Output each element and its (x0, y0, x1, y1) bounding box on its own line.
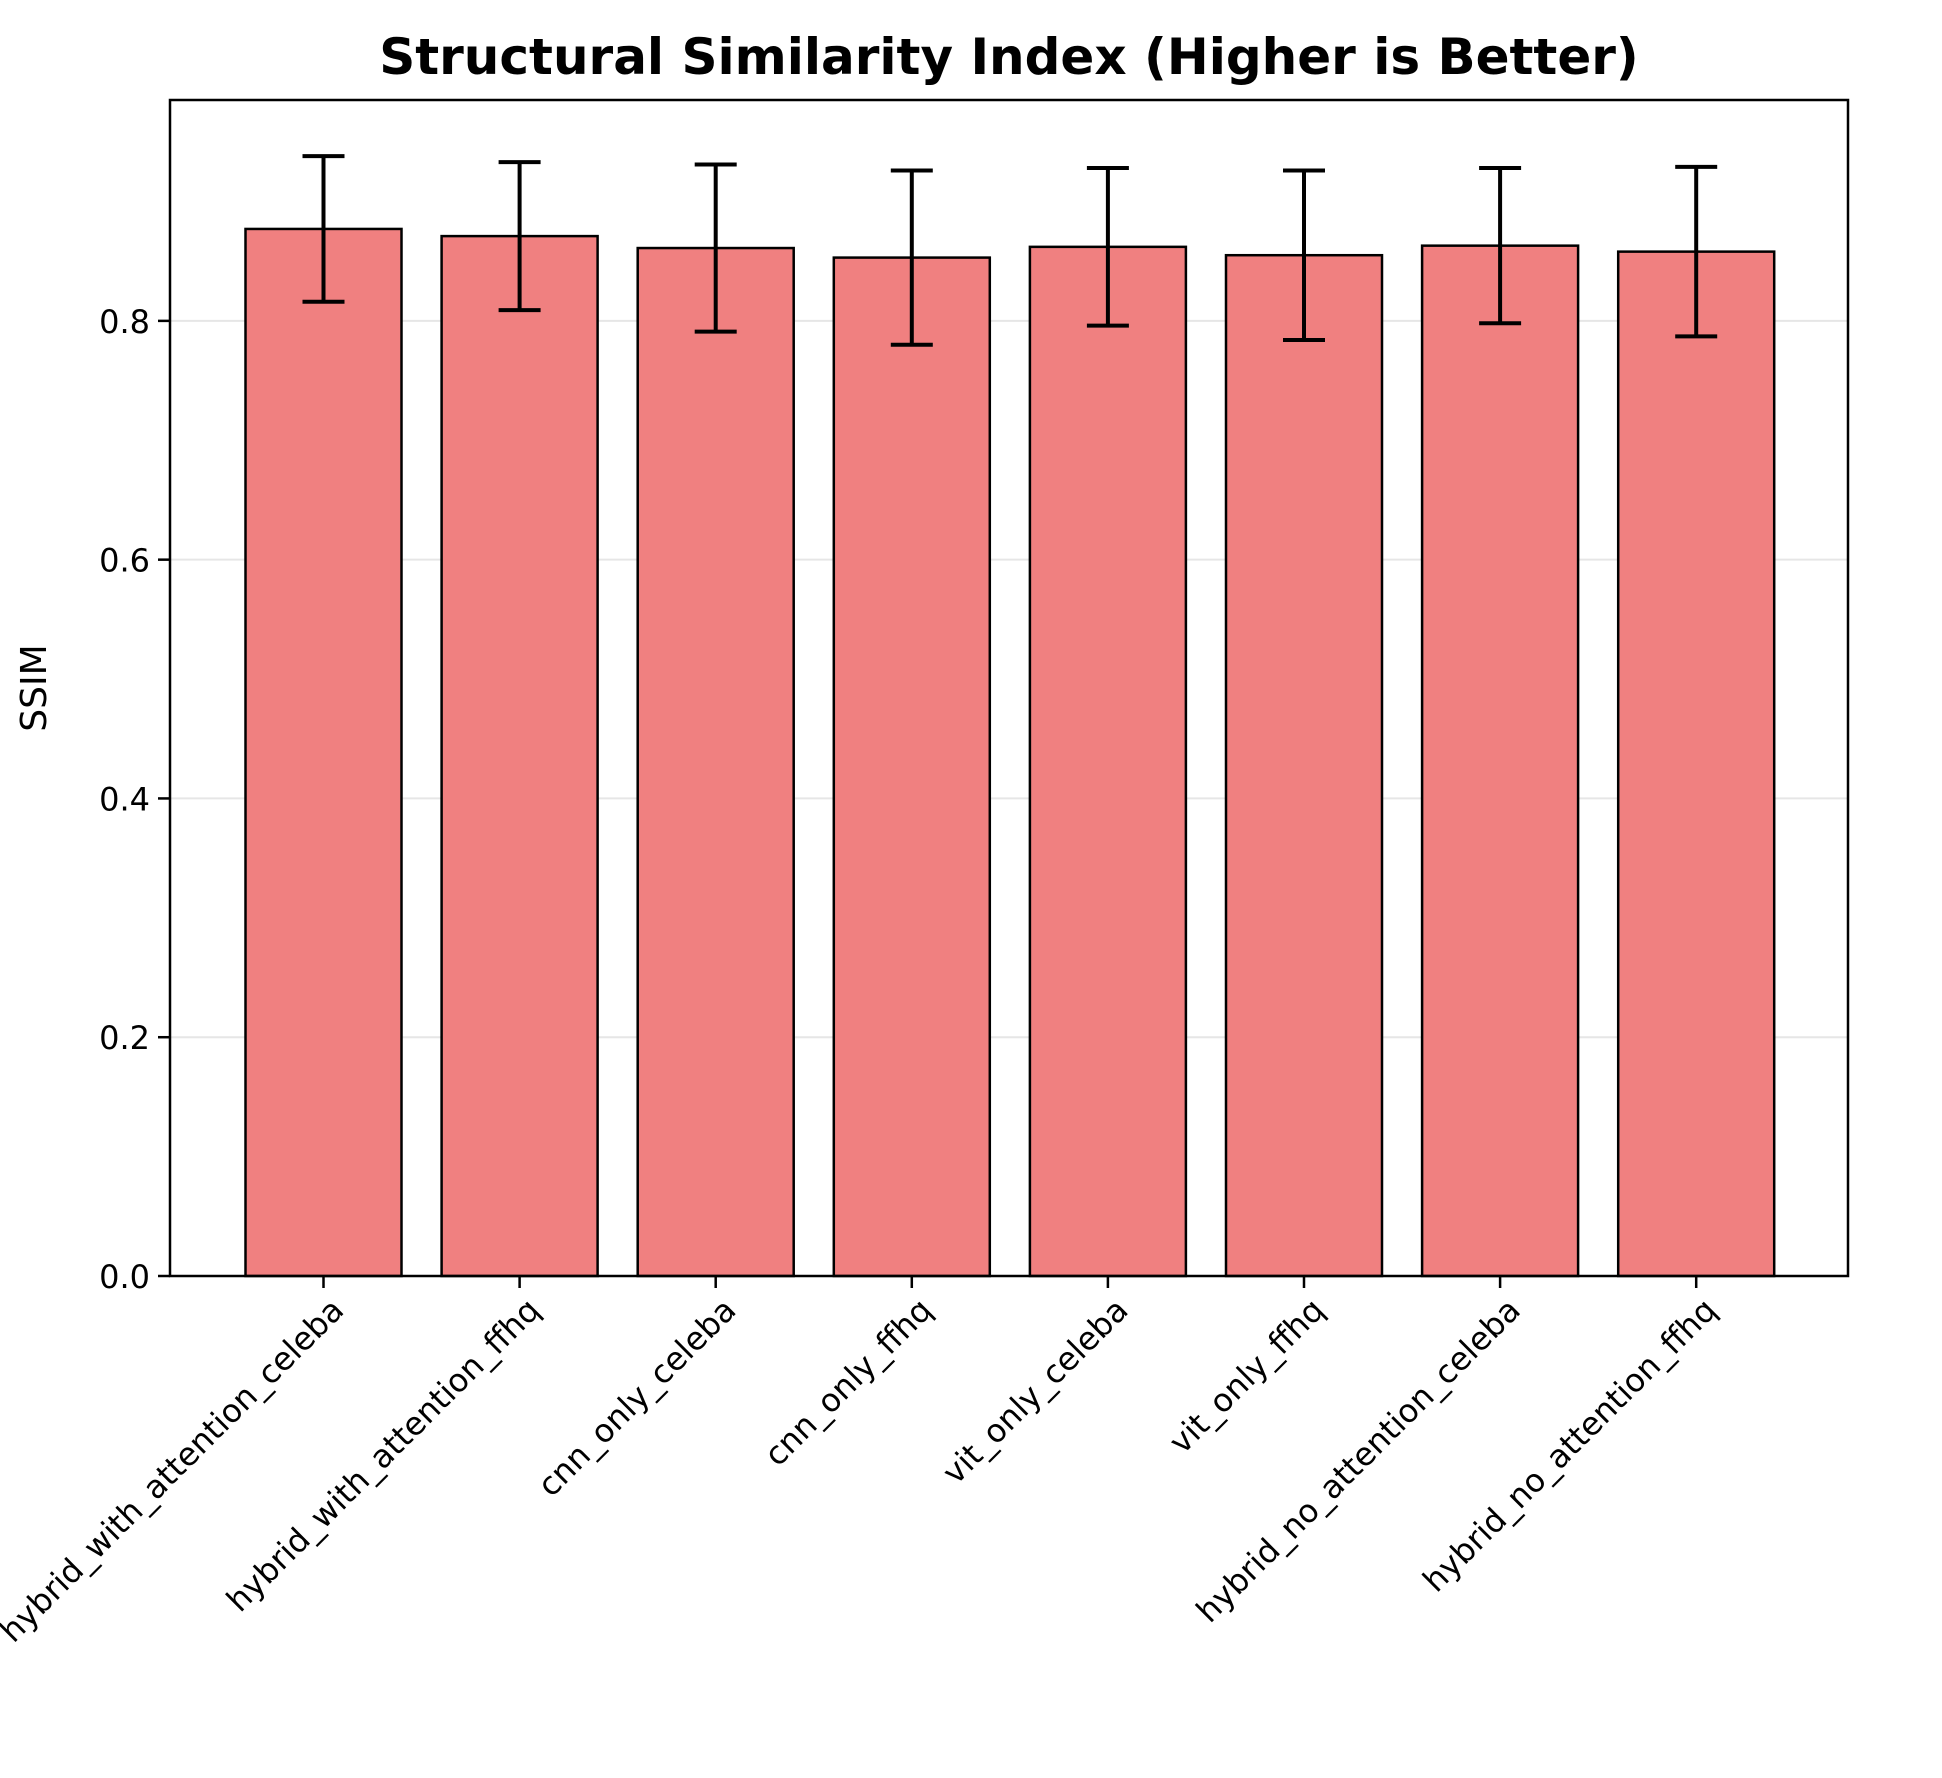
y-tick-label: 0.0 (99, 1258, 150, 1296)
y-axis-label: SSIM (14, 644, 55, 731)
bar-hybrid_no_attention_ffhq (1616, 250, 1776, 1278)
y-tick-label: 0.2 (99, 1019, 150, 1057)
y-tick-label: 0.6 (99, 542, 150, 580)
y-tick-label: 0.4 (99, 780, 150, 818)
bars (244, 227, 1776, 1278)
bar-cnn_only_celeba (636, 246, 795, 1278)
bar-hybrid_with_attention_celeba (244, 227, 403, 1278)
y-tick-label: 0.8 (99, 303, 150, 341)
bar-hybrid_no_attention_celeba (1420, 244, 1580, 1278)
y-axis-ticks: 0.0 0.2 0.4 0.6 0.8 (99, 303, 170, 1296)
error-bars (302, 154, 1718, 347)
plot-frame (168, 98, 1850, 1278)
bar-vit_only_ffhq (1224, 253, 1384, 1278)
bar-vit_only_celeba (1028, 245, 1188, 1278)
bar-cnn_only_ffhq (832, 256, 992, 1278)
bar-hybrid_with_attention_ffhq (440, 234, 599, 1278)
chart-title: Structural Similarity Index (Higher is B… (379, 28, 1639, 86)
